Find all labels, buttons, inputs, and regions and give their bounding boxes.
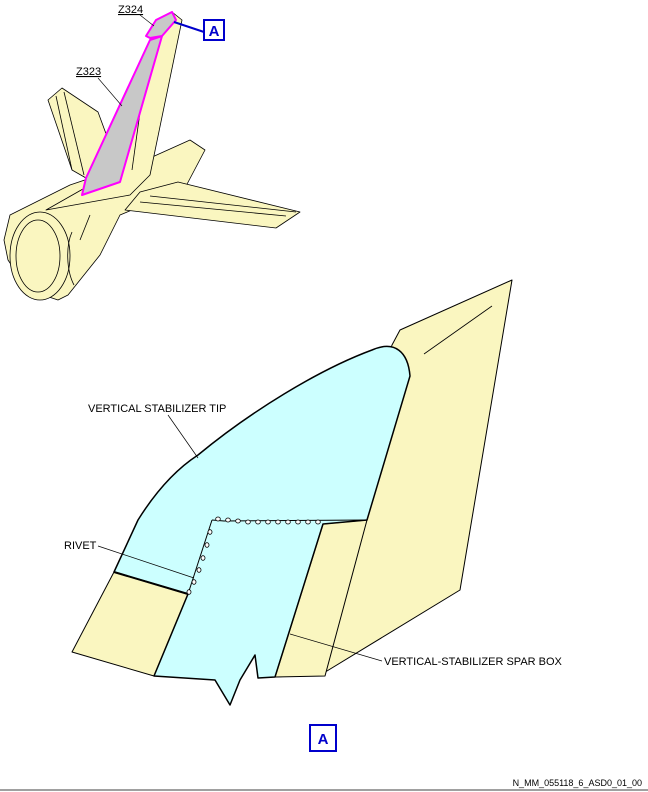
detail-a	[71, 279, 513, 706]
drawing-id: N_MM_055118_6_ASD0_01_00	[513, 778, 642, 788]
rivet	[196, 567, 202, 573]
rivet	[191, 579, 197, 585]
detail-callout-label-bottom: A	[318, 731, 329, 748]
label-rivet: RIVET	[64, 540, 97, 552]
rivet	[204, 542, 210, 548]
rivet	[265, 519, 271, 525]
rivet	[225, 517, 231, 523]
right-horizontal-stabilizer	[124, 181, 301, 229]
rivet	[235, 518, 241, 524]
detail-callout-box-bottom	[309, 724, 337, 752]
rivet	[186, 589, 192, 595]
tail-overview	[3, 11, 301, 301]
rivet	[315, 519, 321, 525]
rivet	[207, 529, 213, 535]
rivet	[305, 519, 311, 525]
zone-label-z323: Z323	[76, 66, 101, 78]
zone-label-z324: Z324	[118, 4, 143, 16]
rivet	[215, 516, 221, 522]
rivet-row	[186, 516, 321, 595]
detail-callout-box-top	[203, 19, 225, 41]
fuselage-section-end	[9, 211, 71, 301]
rivet	[255, 519, 261, 525]
rivet	[295, 519, 301, 525]
rivet	[245, 519, 251, 525]
label-vertical-stabilizer-tip: VERTICAL STABILIZER TIP	[88, 403, 226, 415]
detail-callout-label-top: A	[209, 23, 220, 40]
rivet	[285, 519, 291, 525]
rivet	[200, 555, 206, 561]
rivet	[275, 519, 281, 525]
label-spar-box: VERTICAL-STABILIZER SPAR BOX	[384, 656, 563, 668]
zone-z324-area	[145, 11, 177, 39]
